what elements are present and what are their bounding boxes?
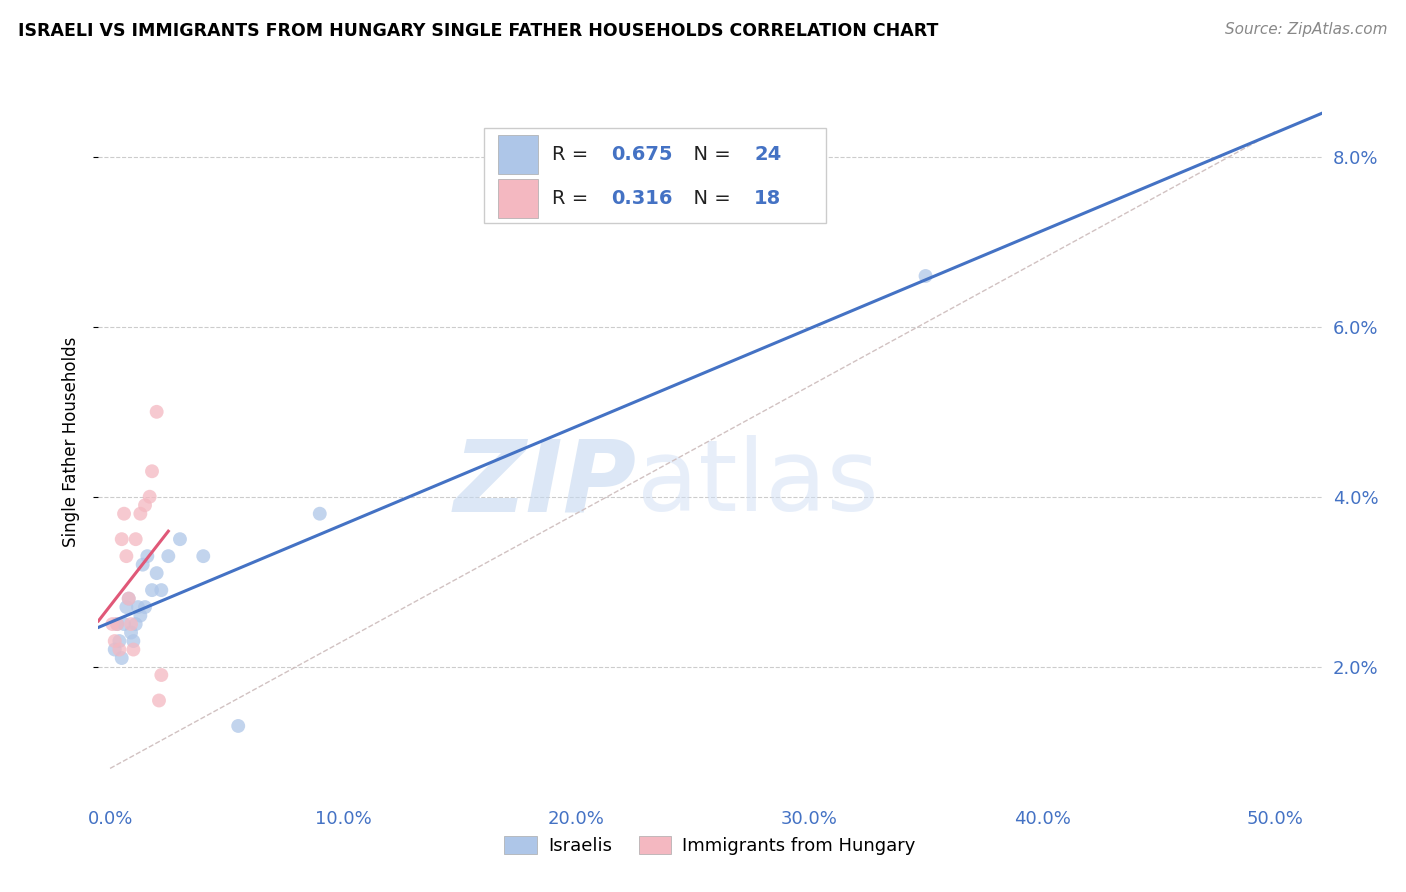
Point: [145, 405, 167, 419]
Point: [157, 549, 180, 563]
Point: [120, 625, 142, 640]
Y-axis label: Single Father Households: Single Father Households: [62, 336, 80, 547]
Point: [226, 719, 249, 733]
Point: [105, 617, 128, 632]
Point: [111, 651, 134, 665]
Point: [169, 532, 191, 546]
Bar: [498, 136, 537, 174]
Text: Source: ZipAtlas.com: Source: ZipAtlas.com: [1225, 22, 1388, 37]
Point: [129, 507, 152, 521]
Point: [138, 490, 160, 504]
Point: [104, 642, 127, 657]
Point: [193, 549, 215, 563]
Text: atlas: atlas: [637, 435, 879, 533]
Text: R =: R =: [553, 145, 595, 164]
Text: ZIP: ZIP: [454, 435, 637, 533]
Point: [122, 642, 145, 657]
Point: [127, 600, 149, 615]
Point: [115, 549, 138, 563]
Bar: [498, 179, 537, 218]
FancyBboxPatch shape: [484, 128, 827, 223]
Text: N =: N =: [681, 145, 737, 164]
Point: [131, 558, 153, 572]
Point: [145, 566, 167, 581]
Point: [108, 634, 131, 648]
Point: [108, 642, 131, 657]
Point: [134, 600, 156, 615]
Point: [150, 583, 173, 598]
Text: R =: R =: [553, 189, 595, 208]
Text: 0.316: 0.316: [612, 189, 672, 208]
Point: [105, 617, 128, 632]
Text: 0.675: 0.675: [612, 145, 672, 164]
Point: [115, 600, 138, 615]
Point: [118, 591, 141, 606]
Point: [112, 507, 135, 521]
Text: 24: 24: [754, 145, 782, 164]
Point: [120, 617, 142, 632]
Point: [308, 507, 330, 521]
Text: ISRAELI VS IMMIGRANTS FROM HUNGARY SINGLE FATHER HOUSEHOLDS CORRELATION CHART: ISRAELI VS IMMIGRANTS FROM HUNGARY SINGL…: [18, 22, 939, 40]
Point: [125, 532, 148, 546]
Point: [118, 591, 141, 606]
Point: [112, 617, 135, 632]
Point: [141, 583, 163, 598]
Point: [125, 617, 148, 632]
Point: [141, 464, 163, 478]
Point: [136, 549, 159, 563]
Point: [914, 268, 936, 283]
Point: [122, 634, 145, 648]
Point: [150, 668, 173, 682]
Point: [101, 617, 124, 632]
Point: [129, 608, 152, 623]
Point: [111, 532, 134, 546]
Point: [134, 498, 156, 512]
Point: [148, 693, 170, 707]
Text: N =: N =: [681, 189, 737, 208]
Legend: Israelis, Immigrants from Hungary: Israelis, Immigrants from Hungary: [498, 829, 922, 863]
Point: [104, 634, 127, 648]
Text: 18: 18: [754, 189, 782, 208]
